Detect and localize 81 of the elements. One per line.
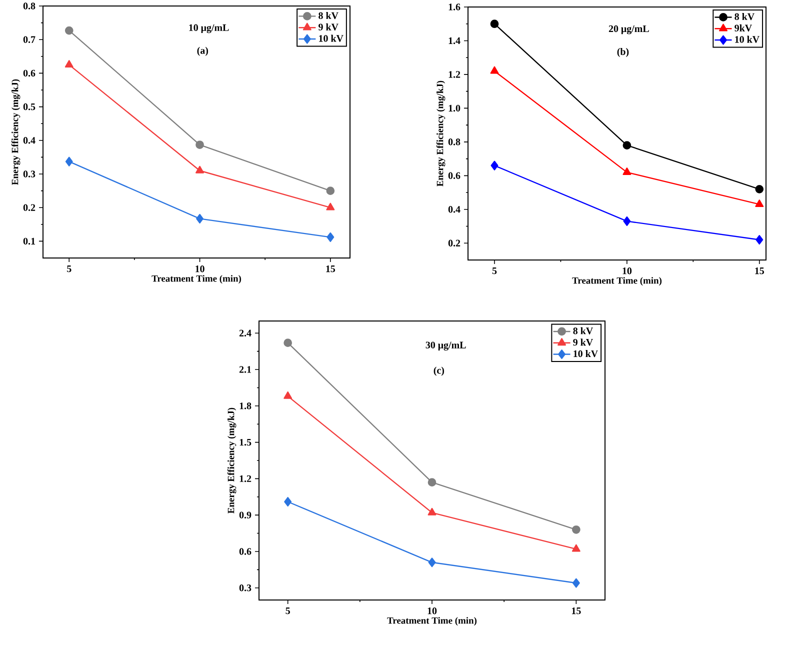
y-tick-label: 1.8 — [240, 402, 252, 410]
y-tick-label: 0.9 — [239, 512, 252, 518]
point — [756, 234, 764, 245]
x-tick-label: 15 — [572, 608, 581, 614]
point — [326, 232, 334, 242]
point — [622, 168, 632, 175]
y-tick-label: 0.3 — [239, 584, 252, 592]
y-tick-label: 0.8 — [448, 138, 460, 146]
point — [755, 200, 764, 208]
point — [622, 141, 632, 150]
y-tick-label: 0.6 — [239, 548, 252, 555]
y-tick-label: 0.1 — [23, 238, 35, 245]
point — [326, 186, 335, 195]
point — [65, 156, 73, 166]
legend-label: 8 kV — [318, 12, 338, 20]
x-tick-label: 10 — [428, 608, 437, 614]
x-tick-label: 5 — [286, 608, 290, 614]
legend-label: 10 kV — [574, 350, 598, 358]
point — [64, 26, 74, 35]
x-tick-label: 5 — [67, 265, 72, 272]
y-axis-title: Energy Efficiency (mg/kJ) — [436, 80, 446, 186]
x-tick-label: 15 — [755, 268, 764, 274]
annotation: 30 μg/mL — [426, 342, 466, 351]
point — [196, 140, 204, 149]
legend-label: 8 kV — [573, 327, 593, 334]
point — [490, 66, 499, 74]
legend-label: 9 kV — [573, 338, 593, 346]
point — [755, 184, 764, 194]
point — [490, 20, 499, 28]
y-tick-label: 1.2 — [240, 475, 252, 482]
y-tick-label: 0.4 — [448, 206, 460, 213]
legend-label: 9 kV — [318, 23, 338, 30]
y-tick-label: 0.8 — [23, 2, 36, 10]
legend-label: 10 kV — [319, 34, 344, 42]
annotation: (a) — [197, 46, 208, 56]
y-tick-label: 0.2 — [23, 204, 36, 211]
point — [428, 478, 436, 487]
point — [196, 214, 204, 224]
point — [572, 525, 580, 534]
y-tick-label: 0.6 — [448, 172, 460, 180]
y-tick-label: 0.2 — [448, 240, 460, 247]
y-tick-label: 1.6 — [448, 4, 460, 10]
point — [284, 496, 292, 507]
y-tick-label: 0.5 — [23, 103, 36, 110]
y-tick-label: 0.3 — [23, 170, 36, 178]
legend-label: 8 kV — [734, 13, 754, 20]
y-tick-label: 0.4 — [23, 137, 36, 144]
legend-label: 9kV — [734, 24, 752, 32]
legend-label: 10 kV — [735, 36, 760, 43]
point — [490, 160, 498, 170]
y-axis-title: Energy Efficiency (mg/kJ) — [227, 408, 236, 514]
point — [572, 544, 580, 552]
x-axis-title: Treatment Time (min) — [572, 277, 662, 286]
y-tick-label: 1.5 — [240, 438, 252, 446]
annotation: 20 μg/mL — [608, 25, 649, 34]
annotation: 10 μg/mL — [189, 24, 229, 34]
x-tick-label: 10 — [622, 268, 632, 274]
point — [326, 202, 335, 210]
point — [572, 578, 580, 588]
point — [428, 558, 436, 568]
x-axis-title: Treatment Time (min) — [152, 275, 242, 284]
y-tick-label: 0.7 — [23, 36, 36, 43]
y-tick-label: 1.2 — [448, 71, 460, 78]
x-tick-label: 10 — [196, 266, 204, 272]
y-axis-title: Energy Efficiency (mg/kJ) — [11, 79, 20, 185]
x-axis-title: Treatment Time (min) — [387, 617, 477, 626]
y-tick-label: 0.6 — [23, 70, 36, 77]
y-tick-label: 1.0 — [448, 104, 460, 112]
point — [284, 391, 292, 399]
point — [428, 508, 436, 516]
x-tick-label: 15 — [326, 266, 336, 272]
x-tick-label: 5 — [492, 267, 497, 274]
point — [284, 338, 292, 348]
point — [196, 166, 204, 174]
y-tick-label: 2.1 — [239, 366, 251, 373]
y-tick-label: 1.4 — [448, 37, 460, 44]
y-tick-label: 2.4 — [239, 330, 252, 336]
annotation: (b) — [617, 48, 629, 58]
point — [64, 60, 74, 68]
point — [623, 216, 631, 226]
annotation: (c) — [434, 366, 444, 376]
